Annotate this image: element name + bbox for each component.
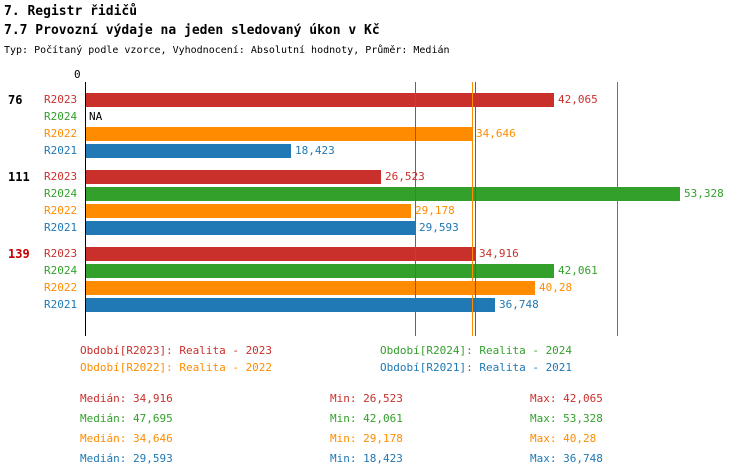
legend-item-R2021: Období[R2021]: Realita - 2021 bbox=[380, 361, 573, 374]
series-label-R2021: R2021 bbox=[44, 298, 78, 311]
bar-R2022 bbox=[85, 127, 472, 141]
bar-value-R2021: 36,748 bbox=[499, 298, 539, 311]
series-label-R2024: R2024 bbox=[44, 187, 78, 200]
stat-max-R2022: Max: 40,28 bbox=[530, 432, 597, 445]
stat-min-R2022: Min: 29,178 bbox=[330, 432, 403, 445]
bar-value-R2023: 34,916 bbox=[479, 247, 519, 260]
bar-R2021 bbox=[85, 298, 495, 312]
stat-max-R2021: Max: 36,748 bbox=[530, 452, 603, 465]
bar-value-R2024: NA bbox=[89, 110, 103, 123]
x-axis-line bbox=[85, 82, 86, 336]
bar-value-R2021: 18,423 bbox=[295, 144, 335, 157]
report-title: 7. Registr řidičů bbox=[4, 4, 138, 19]
bar-value-R2023: 42,065 bbox=[558, 93, 598, 106]
bar-R2024 bbox=[85, 187, 680, 201]
bar-R2023 bbox=[85, 247, 475, 261]
bar-R2021 bbox=[85, 144, 291, 158]
series-label-R2023: R2023 bbox=[44, 247, 78, 260]
stat-median-R2022: Medián: 34,646 bbox=[80, 432, 173, 445]
series-label-R2023: R2023 bbox=[44, 170, 78, 183]
bar-value-R2024: 42,061 bbox=[558, 264, 598, 277]
legend-item-R2024: Období[R2024]: Realita - 2024 bbox=[380, 344, 573, 357]
series-label-R2024: R2024 bbox=[44, 264, 78, 277]
stat-min-R2023: Min: 26,523 bbox=[330, 392, 403, 405]
series-label-R2022: R2022 bbox=[44, 204, 78, 217]
legend-item-R2023: Období[R2023]: Realita - 2023 bbox=[80, 344, 273, 357]
stat-min-R2024: Min: 42,061 bbox=[330, 412, 403, 425]
chart-subtitle: Typ: Počítaný podle vzorce, Vyhodnocení:… bbox=[4, 45, 450, 56]
series-label-R2021: R2021 bbox=[44, 221, 78, 234]
group-label-139: 139 bbox=[8, 247, 30, 261]
chart-title: 7.7 Provozní výdaje na jeden sledovaný ú… bbox=[4, 23, 380, 38]
stat-median-R2021: Medián: 29,593 bbox=[80, 452, 173, 465]
plot-area: 0 76 R2023 42,065 R2024 NA R2022 34,646 R2021 18… bbox=[0, 68, 750, 340]
group-label-111: 111 bbox=[8, 170, 30, 184]
stat-min-R2021: Min: 18,423 bbox=[330, 452, 403, 465]
series-label-R2023: R2023 bbox=[44, 93, 78, 106]
bar-value-R2023: 26,523 bbox=[385, 170, 425, 183]
legend-item-R2022: Období[R2022]: Realita - 2022 bbox=[80, 361, 273, 374]
bar-value-R2022: 34,646 bbox=[476, 127, 516, 140]
stat-max-R2024: Max: 53,328 bbox=[530, 412, 603, 425]
bar-value-R2022: 29,178 bbox=[415, 204, 455, 217]
series-label-R2022: R2022 bbox=[44, 281, 78, 294]
series-label-R2022: R2022 bbox=[44, 127, 78, 140]
bar-R2021 bbox=[85, 221, 415, 235]
bar-R2024 bbox=[85, 264, 554, 278]
median-line-R2023 bbox=[475, 82, 476, 336]
series-label-R2024: R2024 bbox=[44, 110, 78, 123]
median-line-R2022 bbox=[472, 82, 473, 336]
stat-median-R2023: Medián: 34,916 bbox=[80, 392, 173, 405]
bar-R2022 bbox=[85, 204, 411, 218]
median-line-R2021 bbox=[415, 82, 416, 336]
stat-max-R2023: Max: 42,065 bbox=[530, 392, 603, 405]
bar-value-R2021: 29,593 bbox=[419, 221, 459, 234]
series-label-R2021: R2021 bbox=[44, 144, 78, 157]
stat-median-R2024: Medián: 47,695 bbox=[80, 412, 173, 425]
bar-value-R2022: 40,28 bbox=[539, 281, 573, 294]
bar-R2022 bbox=[85, 281, 535, 295]
bar-R2023 bbox=[85, 170, 381, 184]
bar-R2023 bbox=[85, 93, 554, 107]
bar-value-R2024: 53,328 bbox=[684, 187, 724, 200]
median-line-R2024 bbox=[617, 82, 618, 336]
x-axis-zero-label: 0 bbox=[74, 68, 81, 81]
group-label-76: 76 bbox=[8, 93, 23, 107]
